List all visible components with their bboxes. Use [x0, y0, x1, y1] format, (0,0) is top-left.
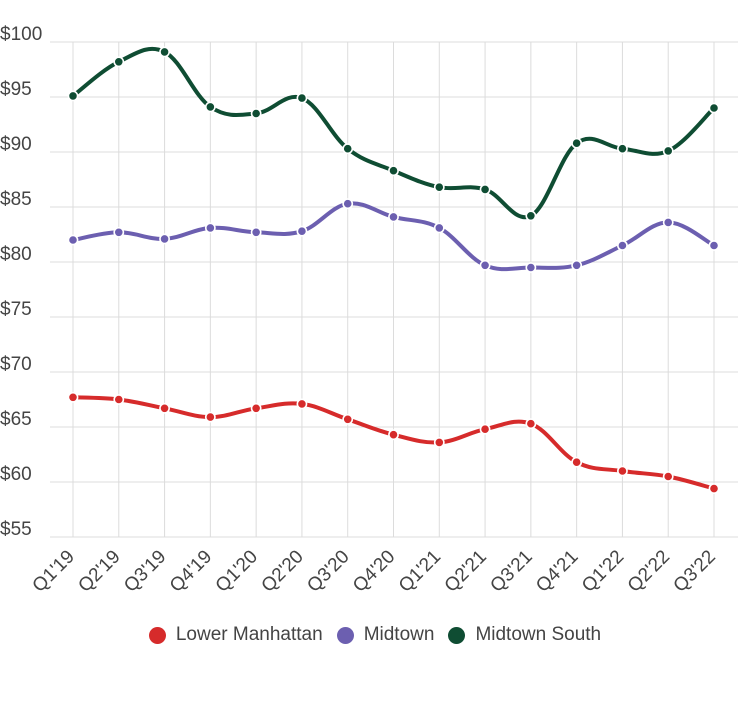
lower-manhattan-point[interactable] — [67, 391, 79, 403]
y-tick-label: $65 — [0, 409, 32, 430]
midtown-south-point[interactable] — [250, 108, 262, 119]
midtown-point[interactable] — [479, 259, 491, 271]
midtown-south-point[interactable] — [342, 143, 354, 155]
y-tick-label: $70 — [0, 354, 32, 375]
x-tick-label: Q2'22 — [624, 546, 674, 596]
lower-manhattan-point[interactable] — [296, 398, 308, 410]
legend-label: Midtown — [363, 624, 435, 645]
x-tick-label: Q3'22 — [670, 546, 720, 596]
y-tick-label: $90 — [0, 134, 32, 155]
x-tick-label: Q3'21 — [486, 546, 536, 596]
midtown-point[interactable] — [388, 211, 399, 223]
lower-manhattan-point[interactable] — [342, 413, 354, 425]
y-tick-label: $55 — [0, 519, 32, 540]
legend: Lower Manhattan Midtown Midtown South — [0, 624, 750, 646]
x-axis: Q1'19Q2'19Q3'19Q4'19Q1'20Q2'20Q3'20Q4'20… — [29, 546, 720, 596]
midtown-point[interactable] — [296, 225, 308, 237]
grid-lines — [50, 41, 738, 538]
x-tick-label: Q1'20 — [212, 546, 262, 596]
lower-manhattan-point[interactable] — [708, 483, 720, 494]
legend-item-midtown-south[interactable]: Midtown South — [448, 624, 601, 646]
midtown-south-point[interactable] — [571, 137, 583, 149]
series-group — [67, 46, 720, 494]
lower-manhattan-point[interactable] — [571, 456, 583, 468]
x-tick-label: Q1'22 — [578, 546, 628, 596]
y-tick-label: $100 — [0, 24, 42, 45]
midtown-south-point[interactable] — [479, 183, 491, 195]
midtown-point[interactable] — [67, 234, 79, 246]
legend-item-lower-manhattan[interactable]: Lower Manhattan — [148, 624, 323, 646]
x-tick-label: Q4'19 — [166, 546, 216, 596]
x-tick-label: Q1'19 — [29, 546, 79, 596]
midtown-point[interactable] — [708, 240, 720, 251]
legend-label: Lower Manhattan — [175, 624, 323, 645]
x-tick-label: Q3'20 — [303, 546, 353, 596]
midtown-point[interactable] — [571, 259, 583, 271]
lower-manhattan-point[interactable] — [113, 394, 125, 405]
y-tick-label: $80 — [0, 244, 32, 265]
lower-manhattan-point[interactable] — [617, 465, 628, 477]
y-tick-label: $75 — [0, 299, 32, 320]
midtown-point[interactable] — [662, 216, 674, 228]
x-tick-label: Q4'20 — [349, 546, 399, 596]
midtown-south-point[interactable] — [388, 165, 399, 177]
midtown-point[interactable] — [433, 222, 445, 234]
y-tick-label: $60 — [0, 464, 32, 485]
midtown-south-point[interactable] — [67, 90, 79, 102]
midtown-south-point[interactable] — [617, 143, 628, 155]
x-tick-label: Q3'19 — [120, 546, 170, 596]
lower-manhattan-point[interactable] — [662, 471, 674, 482]
midtown-south-point[interactable] — [525, 210, 537, 222]
x-tick-label: Q1'21 — [395, 546, 445, 596]
x-tick-label: Q4'21 — [532, 546, 582, 596]
lower-manhattan-point[interactable] — [525, 418, 537, 430]
midtown-south-point[interactable] — [708, 102, 720, 114]
midtown-point[interactable] — [250, 226, 262, 238]
midtown-point[interactable] — [525, 262, 537, 273]
midtown-point[interactable] — [617, 240, 628, 251]
midtown-south-point[interactable] — [433, 181, 445, 193]
y-tick-label: $95 — [0, 79, 32, 100]
lower-manhattan-point[interactable] — [250, 402, 262, 414]
midtown-south-point[interactable] — [113, 56, 125, 68]
midtown-point[interactable] — [204, 222, 216, 234]
midtown-south-point[interactable] — [662, 145, 674, 157]
midtown-south-point[interactable] — [204, 101, 216, 113]
x-tick-label: Q2'19 — [74, 546, 124, 596]
midtown-south-legend-dot — [448, 626, 466, 644]
midtown-point[interactable] — [342, 198, 354, 210]
midtown-south-point[interactable] — [296, 92, 308, 104]
midtown-legend-dot — [336, 626, 354, 644]
y-tick-label: $85 — [0, 189, 32, 210]
y-axis: $55 $60 $65 $70 $75 $80 $85 $90 $95 $100 — [0, 24, 42, 540]
legend-item-midtown[interactable]: Midtown — [336, 624, 435, 646]
lower-manhattan-point[interactable] — [388, 429, 399, 441]
lower-manhattan-point[interactable] — [433, 436, 445, 448]
legend-label: Midtown South — [475, 624, 602, 645]
midtown-point[interactable] — [113, 226, 125, 238]
lower-manhattan-point[interactable] — [159, 402, 170, 414]
lower-manhattan-point[interactable] — [479, 423, 491, 435]
lower-manhattan-legend-dot — [148, 626, 166, 644]
midtown-point[interactable] — [159, 233, 170, 245]
x-tick-label: Q2'21 — [441, 546, 491, 596]
midtown-south-point[interactable] — [159, 46, 170, 58]
lower-manhattan-point[interactable] — [204, 411, 216, 423]
x-tick-label: Q2'20 — [258, 546, 308, 596]
